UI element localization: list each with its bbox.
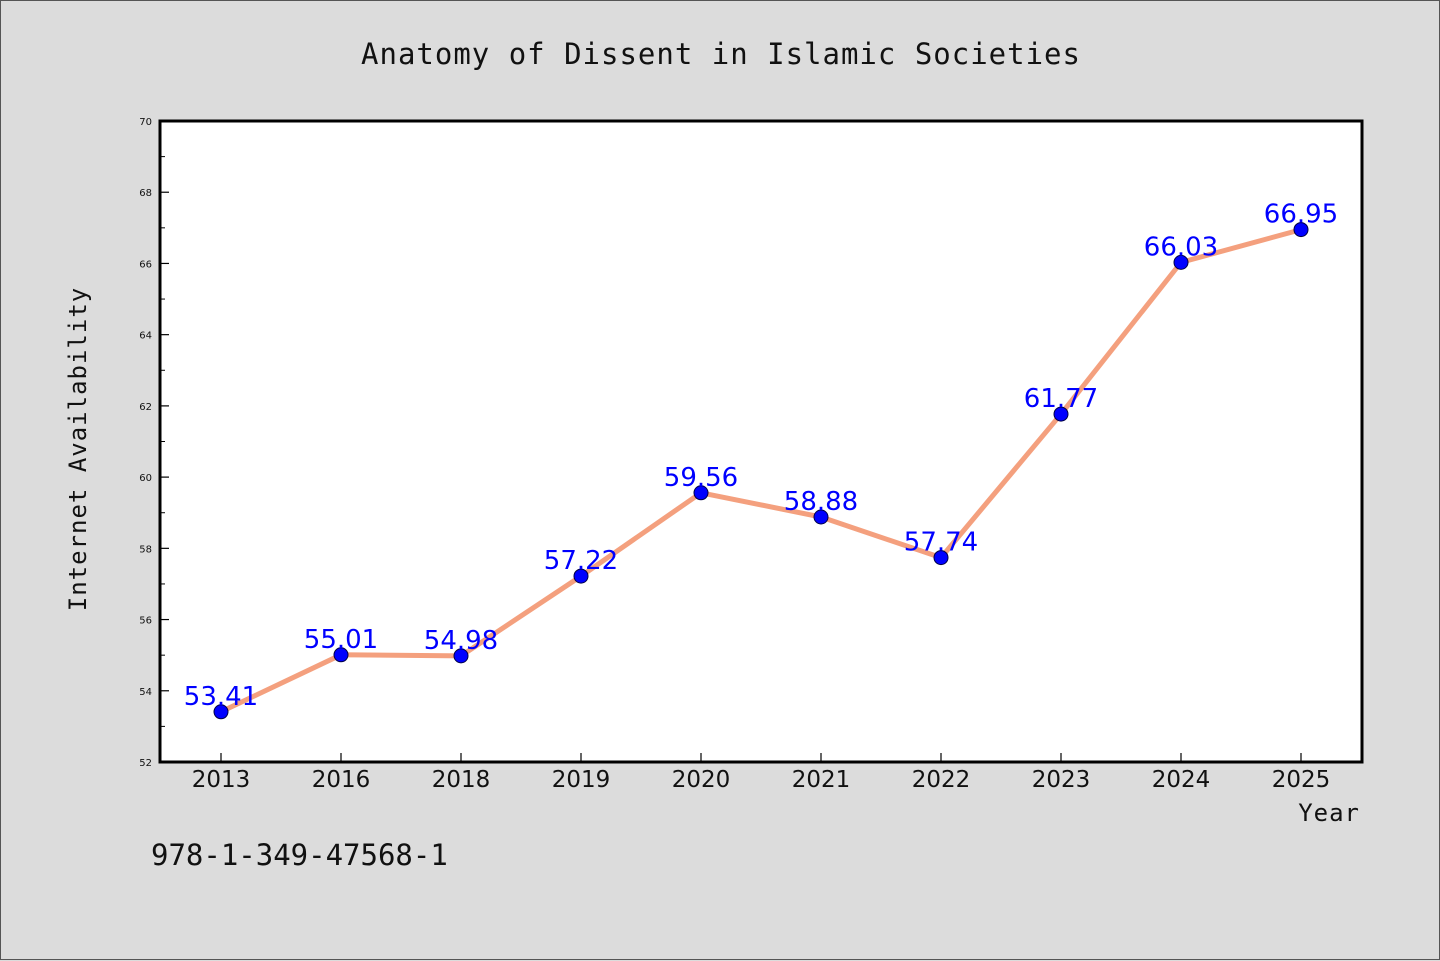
x-tick-label: 2023 — [1032, 767, 1091, 793]
data-label: 53.41 — [184, 682, 258, 712]
data-label: 59.56 — [664, 463, 738, 493]
x-tick-label: 2016 — [312, 767, 371, 793]
x-tick-label: 2018 — [432, 767, 491, 793]
data-label: 55.01 — [304, 625, 378, 655]
x-tick-label: 2025 — [1272, 767, 1331, 793]
x-tick-label: 2020 — [672, 767, 731, 793]
x-tick-label: 2013 — [192, 767, 251, 793]
x-axis: 2013 2016 2018 2019 2020 2021 2022 2023 2024 2025 — [192, 753, 1331, 793]
data-label: 57.74 — [904, 528, 978, 558]
series-line — [219, 227, 1302, 715]
chart-title: Anatomy of Dissent in Islamic Societies — [361, 37, 1081, 71]
y-tick-label: 70 — [139, 117, 152, 128]
y-tick-label: 56 — [139, 616, 152, 627]
data-point — [1293, 222, 1309, 238]
data-point — [813, 509, 829, 525]
data-point — [933, 550, 949, 566]
x-tick-label: 2022 — [912, 767, 971, 793]
data-point — [1053, 406, 1069, 422]
data-point — [573, 568, 589, 584]
y-tick-label: 60 — [139, 473, 152, 484]
y-tick-label: 52 — [139, 758, 152, 769]
data-label: 57.22 — [544, 546, 618, 576]
data-point — [1173, 254, 1189, 270]
x-tick-label: 2021 — [792, 767, 851, 793]
y-tick-label: 62 — [139, 402, 152, 413]
y-tick-label: 54 — [139, 687, 152, 698]
data-point — [693, 485, 709, 501]
plot-area — [158, 119, 1364, 764]
y-axis: 52 54 56 58 60 62 64 66 68 70 — [139, 117, 169, 769]
data-label: 66.95 — [1264, 200, 1338, 230]
data-point — [213, 704, 229, 720]
y-tick-label: 64 — [139, 331, 152, 342]
y-tick-label: 68 — [139, 188, 152, 199]
data-label: 66.03 — [1144, 232, 1218, 262]
y-tick-label: 66 — [139, 259, 152, 270]
x-axis-label: Year — [1298, 799, 1360, 827]
data-point — [333, 647, 349, 663]
data-label: 54.98 — [424, 626, 498, 656]
data-point — [453, 648, 469, 664]
x-tick-label: 2019 — [552, 767, 611, 793]
isbn-text: 978-1-349-47568-1 — [151, 838, 448, 872]
data-labels: 53.41 55.01 54.98 57.22 59.56 58.88 57.74 61.77… — [184, 200, 1338, 712]
data-label: 61.77 — [1024, 384, 1098, 414]
y-axis-label: Internet Availability — [64, 287, 92, 611]
series-markers — [213, 222, 1309, 720]
data-label: 58.88 — [784, 487, 858, 517]
y-tick-label: 58 — [139, 544, 152, 555]
x-tick-label: 2024 — [1152, 767, 1211, 793]
